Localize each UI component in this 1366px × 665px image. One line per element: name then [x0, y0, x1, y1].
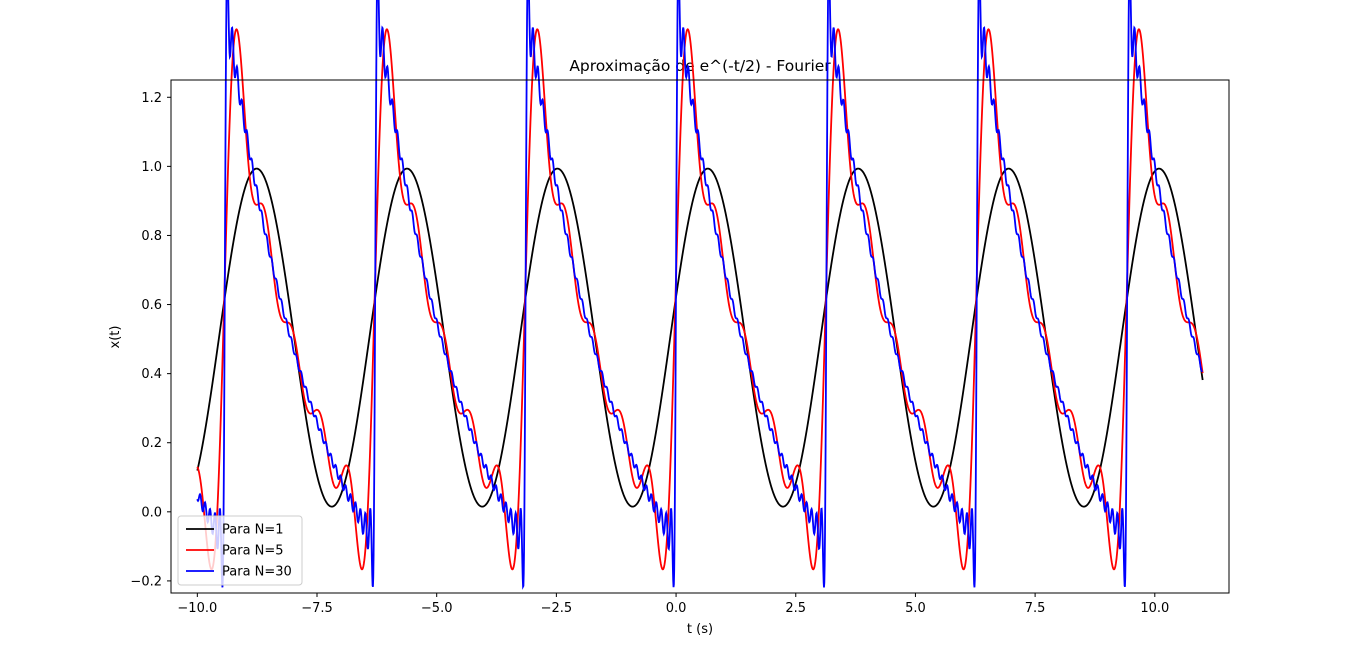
series-line-1 [196, 167, 1204, 508]
y-tick-label: 1.0 [141, 160, 162, 175]
legend-entry: Para N=5 [222, 544, 284, 559]
y-axis: −0.2 0.0 0.2 0.4 0.6 0.8 1.0 1.2 [130, 91, 171, 589]
x-tick-label: 5.0 [905, 601, 926, 616]
x-tick-label: −7.5 [301, 601, 333, 616]
plot-area [196, 0, 1204, 590]
chart-title: Aproximação de e^(-t/2) - Fourier [569, 57, 831, 75]
y-axis-label: x(t) [108, 326, 123, 349]
x-tick-label: −2.5 [541, 601, 573, 616]
legend-entry: Para N=30 [222, 565, 292, 580]
legend-entry: Para N=1 [222, 523, 284, 538]
y-tick-label: 0.2 [141, 436, 162, 451]
x-tick-label: 2.5 [785, 601, 806, 616]
x-tick-label: 0.0 [666, 601, 687, 616]
y-tick-label: 1.2 [141, 91, 162, 106]
y-tick-label: 0.6 [141, 298, 162, 313]
x-tick-label: −10.0 [177, 601, 217, 616]
series-line-3 [196, 0, 1203, 590]
legend-box [177, 515, 303, 586]
y-tick-label: −0.2 [130, 574, 162, 589]
x-axis-label: t (s) [687, 622, 713, 637]
x-tick-label: −5.0 [421, 601, 453, 616]
axes-frame [170, 79, 1230, 594]
x-axis: −10.0 −7.5 −5.0 −2.5 0.0 2.5 5.0 7.5 10.0 [177, 593, 1169, 616]
y-tick-label: 0.8 [141, 229, 162, 244]
y-tick-label: 0.0 [141, 505, 162, 520]
series-line-2 [196, 28, 1204, 571]
legend: Para N=1 Para N=5 Para N=30 [177, 515, 303, 586]
y-tick-label: 0.4 [141, 367, 162, 382]
x-tick-label: 10.0 [1140, 601, 1169, 616]
x-tick-label: 7.5 [1025, 601, 1046, 616]
